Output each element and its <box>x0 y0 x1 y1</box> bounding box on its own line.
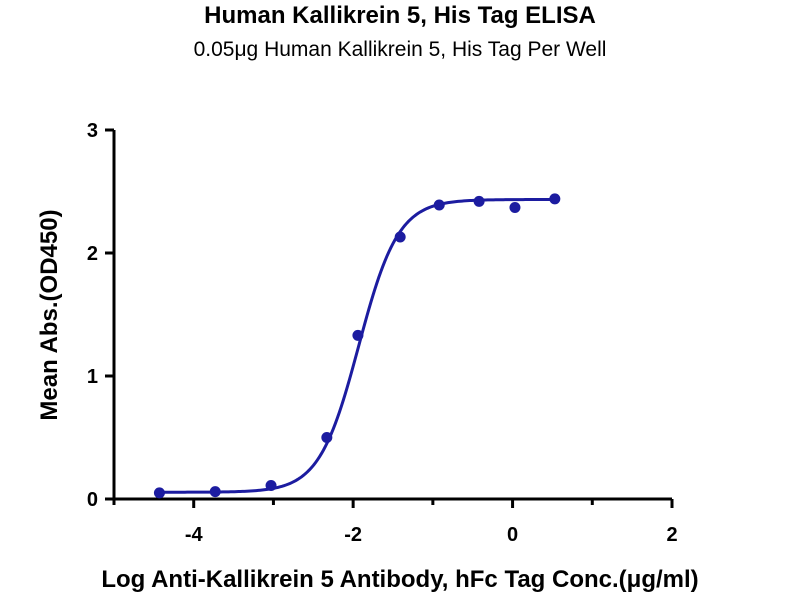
chart-title: Human Kallikrein 5, His Tag ELISA <box>204 2 596 29</box>
y-tick-label: 3 <box>87 120 98 142</box>
data-point <box>153 487 165 499</box>
fit-curve <box>159 198 555 494</box>
data-point <box>352 329 364 341</box>
data-point <box>509 201 521 213</box>
ticks: 0 1 2 3 -4 -2 0 2 <box>87 120 678 546</box>
chart-subtitle: 0.05μg Human Kallikrein 5, His Tag Per W… <box>193 38 607 61</box>
y-axis-label: Mean Abs.(OD450) <box>36 209 63 421</box>
x-tick-label: -2 <box>344 524 362 546</box>
y-tick-label: 2 <box>87 243 98 265</box>
x-tick-label: 0 <box>507 524 518 546</box>
data-point <box>394 231 406 243</box>
axes <box>112 130 672 501</box>
x-tick-label: -4 <box>185 524 204 546</box>
data-point <box>549 193 561 205</box>
data-point <box>265 479 277 491</box>
data-points <box>153 193 561 499</box>
y-tick-label: 1 <box>87 366 98 388</box>
x-axis-label: Log Anti-Kallikrein 5 Antibody, hFc Tag … <box>101 566 699 593</box>
x-tick-label: 2 <box>666 524 677 546</box>
data-point <box>321 432 333 443</box>
y-tick-label: 0 <box>87 489 98 511</box>
data-point <box>433 199 445 211</box>
data-point <box>209 486 221 498</box>
data-point <box>473 195 485 207</box>
